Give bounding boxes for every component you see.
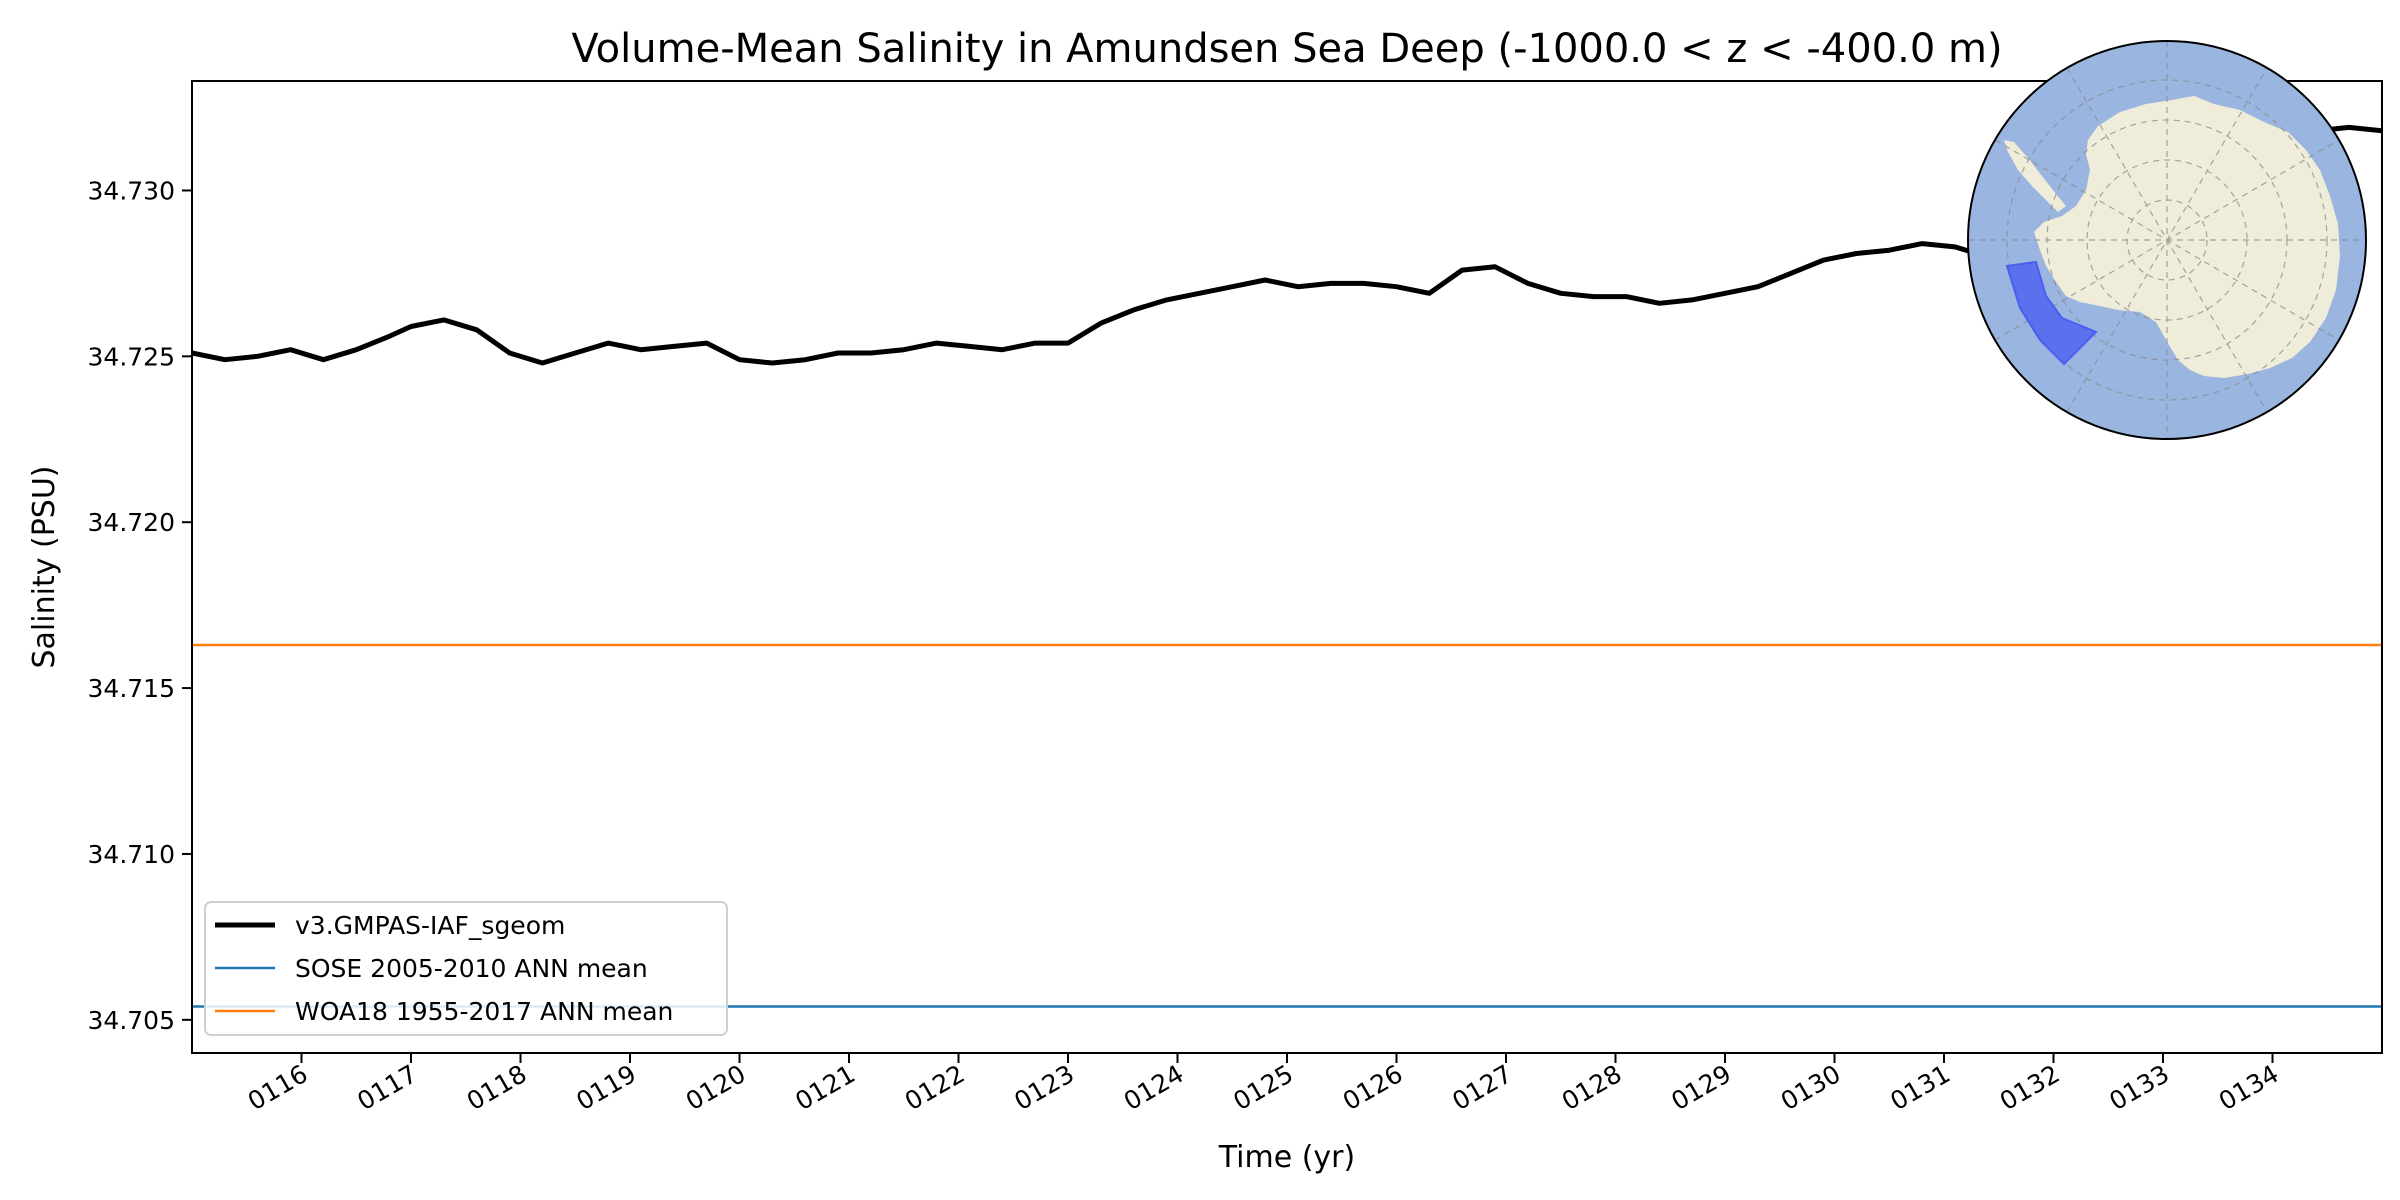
x-tick-label: 0132 [1995, 1059, 2065, 1116]
y-tick-label: 34.725 [88, 342, 175, 371]
y-tick-label: 34.715 [88, 674, 175, 703]
map-graticule [1968, 41, 2366, 439]
x-tick-label: 0120 [681, 1059, 751, 1116]
x-tick-label: 0123 [1009, 1059, 1079, 1116]
x-tick-label: 0126 [1338, 1059, 1408, 1116]
y-tick-label: 34.730 [88, 176, 175, 205]
x-tick-label: 0130 [1776, 1059, 1846, 1116]
map-amundsen-sea-region [2005, 260, 2098, 366]
legend-label-model: v3.GMPAS-IAF_sgeom [295, 911, 565, 940]
y-axis: 34.705 34.710 34.715 34.720 34.725 34.730 [88, 176, 192, 1035]
x-tick-label: 0133 [2104, 1059, 2174, 1116]
x-tick-label: 0124 [1119, 1059, 1189, 1116]
x-axis: 0116 0117 0118 0119 0120 0121 0122 0123 0124 0125… [243, 1053, 2284, 1116]
x-tick-label: 0121 [790, 1059, 860, 1116]
map-antarctica-land [2034, 96, 2340, 378]
x-tick-label: 0117 [352, 1059, 422, 1116]
x-tick-label: 0122 [900, 1059, 970, 1116]
x-tick-label: 0134 [2214, 1059, 2284, 1116]
y-tick-label: 34.710 [88, 840, 175, 869]
map-antarctic-peninsula [2004, 140, 2066, 212]
map-outline [1967, 40, 2367, 440]
inset-region-map [1967, 40, 2367, 440]
chart-title: Volume-Mean Salinity in Amundsen Sea Dee… [571, 26, 2002, 72]
legend-label-woa18: WOA18 1955-2017 ANN mean [295, 997, 673, 1026]
x-tick-label: 0119 [571, 1059, 641, 1116]
y-tick-label: 34.705 [88, 1006, 175, 1035]
x-tick-label: 0127 [1447, 1059, 1517, 1116]
x-tick-label: 0118 [462, 1059, 532, 1116]
legend: v3.GMPAS-IAF_sgeom SOSE 2005-2010 ANN me… [204, 901, 728, 1036]
legend-box [204, 901, 728, 1036]
x-axis-label: Time (yr) [1218, 1140, 1355, 1175]
x-tick-label: 0128 [1557, 1059, 1627, 1116]
y-tick-label: 34.720 [88, 508, 175, 537]
x-tick-label: 0116 [243, 1059, 313, 1116]
y-axis-label: Salinity (PSU) [27, 466, 62, 669]
x-tick-label: 0129 [1666, 1059, 1736, 1116]
x-tick-label: 0125 [1228, 1059, 1298, 1116]
legend-label-sose: SOSE 2005-2010 ANN mean [295, 954, 648, 983]
x-tick-label: 0131 [1885, 1059, 1955, 1116]
